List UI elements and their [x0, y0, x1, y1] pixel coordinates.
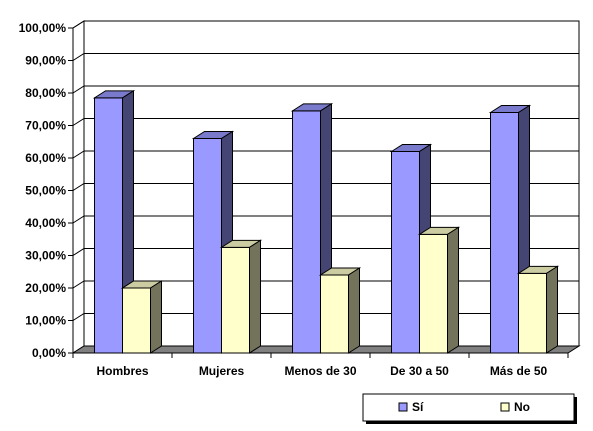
- x-tick-label: Más de 50: [490, 364, 548, 378]
- bar-side: [150, 280, 162, 354]
- bar-front: [221, 246, 250, 354]
- bar-side: [447, 226, 459, 354]
- x-tick-label: Mujeres: [199, 364, 245, 378]
- y-tick-label: 40,00%: [25, 216, 66, 230]
- y-tick-label: 10,00%: [25, 314, 66, 328]
- legend-swatch: [398, 402, 408, 412]
- gridline: [72, 20, 579, 29]
- bar-front: [490, 112, 519, 354]
- gridline: [72, 85, 579, 94]
- x-tick-label: Menos de 30: [284, 364, 356, 378]
- bar-side: [546, 265, 558, 354]
- legend-label: No: [514, 400, 530, 414]
- y-tick-label: 70,00%: [25, 119, 66, 133]
- legend-swatch: [500, 402, 510, 412]
- bar: [219, 239, 263, 354]
- bar-side: [348, 267, 360, 354]
- bar-front: [419, 233, 448, 354]
- bar-front: [320, 274, 349, 354]
- legend: Sí No: [362, 393, 577, 424]
- y-tick-label: 0,00%: [32, 346, 66, 360]
- bar-front: [518, 272, 547, 354]
- gridline: [72, 118, 579, 126]
- x-tick-label: De 30 a 50: [390, 364, 449, 378]
- bar-front: [122, 287, 151, 354]
- bar-front: [94, 97, 123, 354]
- y-tick-label: 90,00%: [25, 54, 66, 68]
- bar: [318, 267, 362, 354]
- y-tick-label: 20,00%: [25, 281, 66, 295]
- bar: [417, 226, 461, 354]
- bar: [120, 280, 164, 354]
- bar: [92, 89, 136, 354]
- y-tick-label: 100,00%: [19, 21, 67, 35]
- y-tick-label: 80,00%: [25, 86, 66, 100]
- y-tick-label: 50,00%: [25, 184, 66, 198]
- legend-label: Sí: [412, 400, 424, 414]
- y-tick-label: 30,00%: [25, 249, 66, 263]
- bars: [92, 89, 560, 354]
- x-axis: Hombres Mujeres Menos de 30 De 30 a 50 Más d…: [72, 353, 569, 378]
- bar-front: [391, 151, 420, 354]
- bar-front: [193, 138, 222, 354]
- bar: [516, 265, 560, 354]
- bar-side: [249, 239, 261, 354]
- y-tick-label: 60,00%: [25, 151, 66, 165]
- gridline: [72, 53, 579, 61]
- x-tick-label: Hombres: [96, 364, 148, 378]
- legend-box: [362, 393, 575, 422]
- y-axis: 0,00% 10,00% 20,00% 30,00% 40,00% 50,00% 60,00…: [19, 21, 74, 360]
- bar-front: [292, 110, 321, 354]
